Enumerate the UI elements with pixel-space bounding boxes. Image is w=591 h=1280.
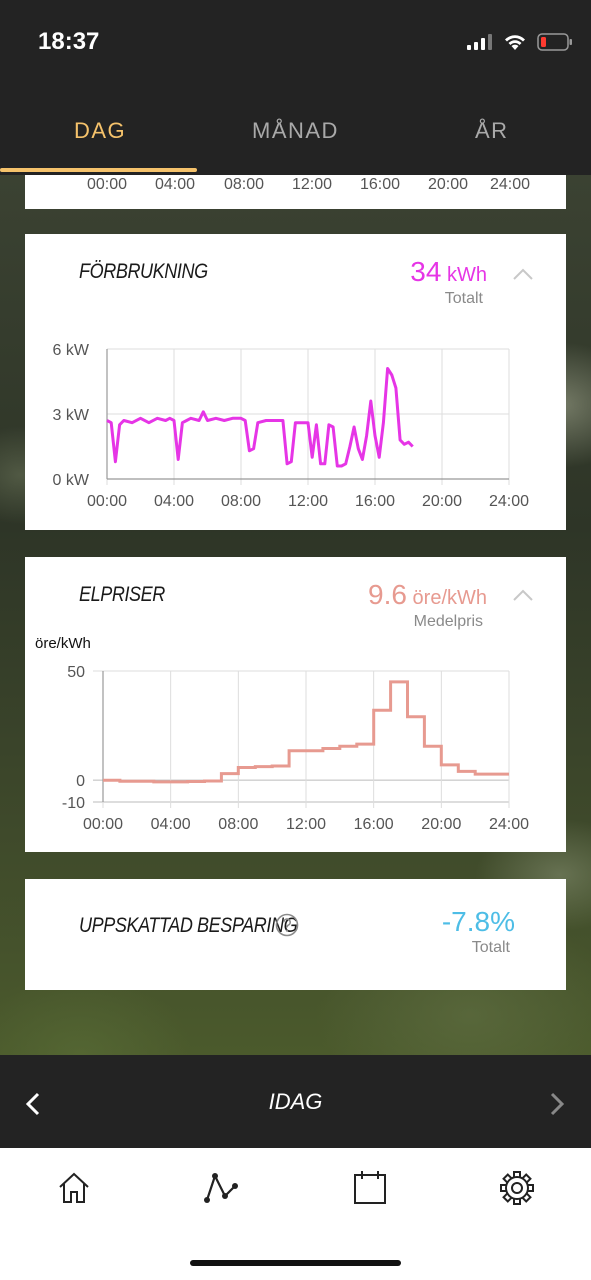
prices-chart: öre/kWh 50 0 -10 00:00 04:00 08:00 12:00 16:00 2… — [35, 635, 529, 833]
y-tick-label: 0 kW — [53, 472, 90, 489]
y-tick-label: 6 kW — [53, 342, 90, 359]
x-tick-label: 04:00 — [151, 816, 191, 833]
x-tick-label: 24:00 — [489, 493, 529, 510]
tab-ar[interactable]: ÅR — [475, 118, 509, 143]
x-tick-label: 20:00 — [428, 176, 468, 193]
period-tabs: DAG MÅNAD ÅR — [0, 118, 591, 158]
savings-card: UPPSKATTAD BESPARING -7.8% Totalt — [25, 879, 566, 990]
x-tick-label: 12:00 — [288, 493, 328, 510]
wifi-icon — [505, 35, 525, 50]
savings-value: -7.8% — [441, 906, 515, 937]
x-tick-label: 04:00 — [154, 493, 194, 510]
tab-dag[interactable]: DAG — [74, 118, 127, 143]
savings-title: UPPSKATTAD BESPARING — [79, 914, 298, 937]
x-tick-label: 08:00 — [221, 493, 261, 510]
consumption-value: 34 kWh — [410, 256, 487, 288]
chevron-up-icon[interactable] — [512, 588, 534, 602]
y-tick-label: 3 kW — [53, 407, 90, 424]
consumption-card: FÖRBRUKNING 34 kWh Totalt 6 kW 3 kW 0 kW 00… — [25, 234, 566, 530]
tab-manad[interactable]: MÅNAD — [252, 118, 339, 143]
prices-title: ELPRISER — [79, 583, 165, 606]
x-tick-label: 00:00 — [83, 816, 123, 833]
previous-chart-x-axis: 00:00 04:00 08:00 12:00 16:00 20:00 24:00 — [87, 176, 530, 193]
status-time: 18:37 — [38, 28, 100, 55]
home-indicator — [190, 1260, 401, 1266]
y-tick-label: 0 — [76, 773, 85, 790]
home-icon[interactable] — [57, 1171, 91, 1205]
x-tick-label: 00:00 — [87, 176, 127, 193]
current-date-label: IDAG — [268, 1089, 323, 1114]
x-tick-label: 12:00 — [286, 816, 326, 833]
chevron-right-icon[interactable] — [548, 1091, 566, 1117]
chevron-up-icon[interactable] — [512, 267, 534, 281]
x-tick-label: 00:00 — [87, 493, 127, 510]
x-tick-label: 16:00 — [360, 176, 400, 193]
consumption-number: 34 — [410, 256, 442, 287]
consumption-subtitle: Totalt — [444, 290, 483, 307]
chevron-left-icon[interactable] — [24, 1091, 42, 1117]
signal-icon — [467, 34, 492, 50]
active-tab-indicator — [0, 168, 197, 172]
y-tick-label: -10 — [62, 795, 85, 812]
x-tick-label: 12:00 — [292, 176, 332, 193]
prices-y-axis-label: öre/kWh — [35, 635, 91, 652]
calendar-icon[interactable] — [353, 1170, 387, 1206]
x-tick-label: 16:00 — [355, 493, 395, 510]
prices-series-line — [103, 680, 509, 784]
consumption-series-line — [106, 367, 414, 468]
prices-unit: öre/kWh — [412, 587, 487, 609]
x-tick-label: 16:00 — [354, 816, 394, 833]
x-tick-label: 08:00 — [224, 176, 264, 193]
previous-chart-card: 00:00 04:00 08:00 12:00 16:00 20:00 24:00 — [25, 175, 566, 209]
gear-icon[interactable] — [499, 1170, 535, 1206]
status-icons — [467, 30, 573, 54]
consumption-title: FÖRBRUKNING — [79, 260, 208, 283]
x-tick-label: 24:00 — [489, 816, 529, 833]
x-tick-label: 04:00 — [155, 176, 195, 193]
question-circle-icon[interactable] — [275, 913, 299, 937]
savings-subtitle: Totalt — [471, 939, 510, 956]
consumption-unit: kWh — [447, 264, 487, 286]
x-tick-label: 20:00 — [421, 816, 461, 833]
y-tick-label: 50 — [67, 664, 85, 681]
prices-number: 9.6 — [368, 579, 407, 610]
date-navigation: IDAG — [0, 1055, 591, 1148]
prices-value: 9.6 öre/kWh — [368, 579, 487, 611]
x-tick-label: 08:00 — [218, 816, 258, 833]
graph-icon[interactable] — [203, 1170, 239, 1206]
x-tick-label: 24:00 — [490, 176, 530, 193]
prices-subtitle: Medelpris — [413, 613, 483, 630]
header: 18:37 DAG MÅNAD ÅR — [0, 0, 591, 175]
battery-icon — [537, 33, 572, 51]
bottom-tab-bar — [0, 1148, 591, 1280]
prices-card: ELPRISER 9.6 öre/kWh Medelpris öre/kWh 5… — [25, 557, 566, 852]
consumption-chart: 6 kW 3 kW 0 kW 00:00 04:00 08:00 12:00 16:00 20:… — [53, 342, 530, 510]
x-tick-label: 20:00 — [422, 493, 462, 510]
